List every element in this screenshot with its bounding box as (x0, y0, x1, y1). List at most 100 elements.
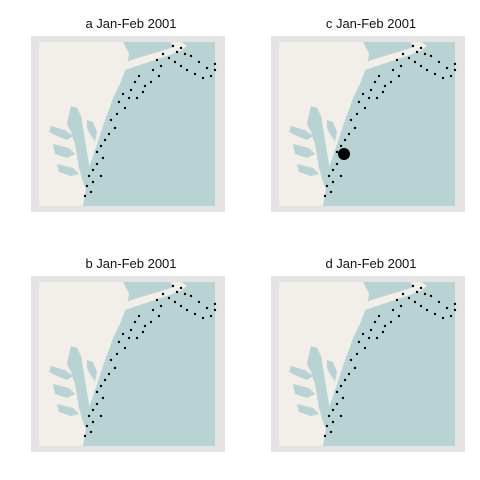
station-point (381, 330, 385, 334)
station-point (155, 58, 159, 62)
bay-water-3 (57, 164, 79, 176)
bay-water-4 (87, 120, 97, 142)
station-point (445, 66, 449, 70)
station-point (395, 58, 399, 62)
bay-water-4 (87, 360, 97, 382)
station-point (433, 312, 437, 316)
station-point (99, 414, 103, 418)
station-point (205, 306, 209, 310)
station-point (193, 72, 197, 76)
station-point (401, 292, 405, 296)
bay-water-1 (49, 366, 73, 380)
station-point (205, 66, 209, 70)
station-point (411, 44, 415, 48)
coastline-land (39, 42, 187, 206)
station-point (149, 80, 153, 84)
bay-water-0 (67, 106, 93, 198)
station-point (397, 314, 401, 318)
station-point (339, 384, 343, 388)
station-point (175, 290, 179, 294)
station-point (325, 184, 329, 188)
station-point (383, 324, 387, 328)
map-a (31, 36, 225, 212)
station-point (101, 396, 105, 400)
station-point (121, 92, 125, 96)
bay-water-3 (297, 404, 319, 416)
station-points (323, 284, 457, 438)
station-point (123, 106, 127, 110)
station-point (209, 314, 213, 318)
station-point (331, 420, 335, 424)
station-point (391, 68, 395, 72)
station-point (415, 50, 419, 54)
station-point (179, 64, 183, 68)
station-point (407, 56, 411, 60)
station-point (137, 74, 141, 78)
station-point (323, 434, 327, 438)
bay-water-4 (327, 120, 337, 142)
station-point (135, 336, 139, 340)
station-point (375, 336, 379, 340)
station-point (113, 366, 117, 370)
station-point (433, 72, 437, 76)
station-point (429, 294, 433, 298)
station-point (339, 144, 343, 148)
station-point (367, 336, 371, 340)
station-point (453, 302, 457, 306)
station-point (419, 46, 423, 50)
station-point (369, 88, 373, 92)
coastline-land (279, 282, 427, 446)
station-point (335, 150, 339, 154)
map-c (271, 36, 465, 212)
station-point (389, 320, 393, 324)
station-point (395, 298, 399, 302)
station-point (141, 90, 145, 94)
station-point (213, 302, 217, 306)
station-point (329, 430, 333, 434)
station-point (325, 424, 329, 428)
station-point (197, 60, 201, 64)
station-point (83, 194, 87, 198)
station-point (197, 300, 201, 304)
station-point (323, 194, 327, 198)
station-point (129, 88, 133, 92)
station-point (419, 64, 423, 68)
station-point (161, 292, 165, 296)
station-point (423, 292, 427, 296)
station-point (117, 340, 121, 344)
station-point (383, 84, 387, 88)
station-point (341, 396, 345, 400)
station-point (353, 366, 357, 370)
station-point (353, 126, 357, 130)
station-point (381, 90, 385, 94)
station-point (99, 144, 103, 148)
station-point (339, 414, 343, 418)
station-point (343, 138, 347, 142)
map-b (31, 276, 225, 452)
station-point (437, 300, 441, 304)
station-point (167, 296, 171, 300)
station-point (335, 390, 339, 394)
station-point (99, 384, 103, 388)
station-point (377, 314, 381, 318)
station-point (103, 138, 107, 142)
station-point (441, 76, 445, 80)
bay-water-2 (53, 144, 75, 158)
station-point (107, 132, 111, 136)
bay-water-1 (289, 366, 313, 380)
station-point (143, 324, 147, 328)
station-point (329, 190, 333, 194)
station-point (175, 50, 179, 54)
bay-water-2 (293, 144, 315, 158)
station-point (99, 174, 103, 178)
station-point (91, 168, 95, 172)
station-point (399, 304, 403, 308)
station-point (87, 414, 91, 418)
station-point (411, 284, 415, 288)
station-point (429, 54, 433, 58)
station-point (137, 314, 141, 318)
station-point (129, 328, 133, 332)
station-point (335, 402, 339, 406)
station-point (419, 286, 423, 290)
station-point (95, 390, 99, 394)
